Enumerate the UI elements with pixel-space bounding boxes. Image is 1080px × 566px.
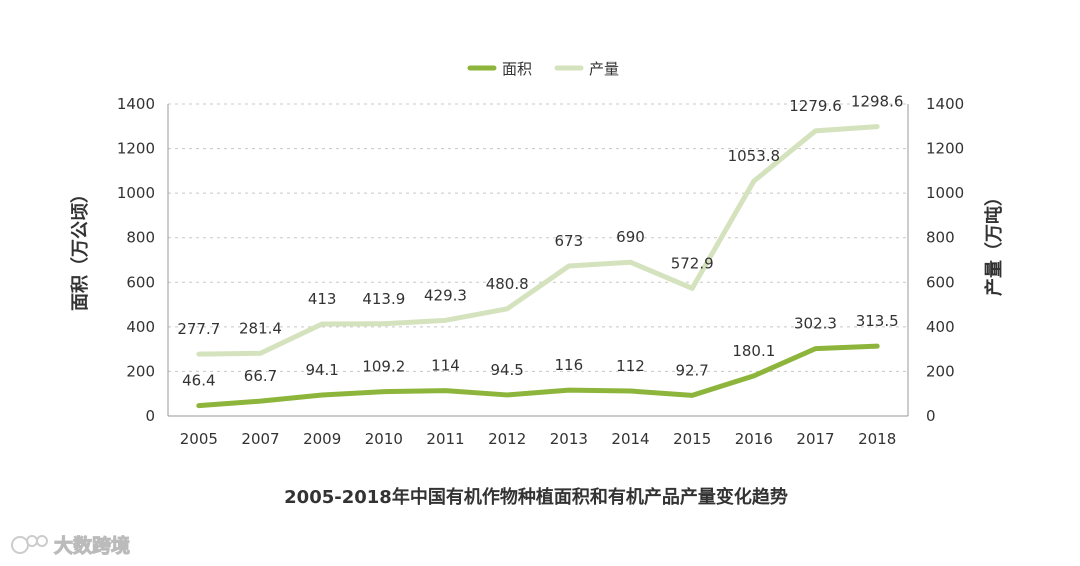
data-label: 413.9 <box>362 290 405 308</box>
y-left-tick-label: 1000 <box>117 184 155 202</box>
data-label: 180.1 <box>732 342 775 360</box>
x-tick-label: 2018 <box>858 430 896 448</box>
y-left-tick-label: 1200 <box>117 140 155 158</box>
y-right-tick-label: 400 <box>926 318 955 336</box>
y-left-tick-label: 0 <box>145 407 155 425</box>
x-axis-ticks: 2005 2007 2009 2010 2011 2012 2013 2014 2015 2016… <box>180 430 897 448</box>
x-tick-label: 2017 <box>796 430 834 448</box>
data-label: 114 <box>431 357 460 375</box>
x-tick-label: 2015 <box>673 430 711 448</box>
y-right-tick-label: 1200 <box>926 140 964 158</box>
data-label: 66.7 <box>244 367 277 385</box>
series-line-area <box>196 343 880 409</box>
data-label: 1279.6 <box>789 97 842 115</box>
data-label: 413 <box>308 290 337 308</box>
data-label: 277.7 <box>177 320 220 338</box>
data-label: 112 <box>616 357 645 375</box>
x-tick-label: 2005 <box>180 430 218 448</box>
series-lines <box>196 124 880 409</box>
y-axis-left-title: 面积（万公顷） <box>70 185 91 311</box>
x-tick-label: 2007 <box>241 430 279 448</box>
gridlines <box>167 103 909 417</box>
y-left-tick-label: 200 <box>126 362 155 380</box>
series-line-output <box>196 124 880 357</box>
y-right-tick-label: 0 <box>926 407 936 425</box>
data-label: 281.4 <box>239 319 282 337</box>
x-tick-label: 2014 <box>611 430 649 448</box>
legend-label: 面积 <box>502 60 532 78</box>
x-tick-label: 2016 <box>735 430 773 448</box>
x-tick-label: 2013 <box>550 430 588 448</box>
data-labels: 46.4 66.7 94.1 109.2 114 94.5 116 112 92.7 180.1 3… <box>177 93 903 390</box>
data-label: 480.8 <box>486 275 529 293</box>
data-label: 673 <box>555 232 584 250</box>
data-label: 94.5 <box>490 361 523 379</box>
watermark: 大数跨境 <box>11 534 131 558</box>
y-axis-left-ticks: 0 200 400 600 800 1000 1200 1400 <box>117 95 155 425</box>
data-label: 302.3 <box>794 315 837 333</box>
data-label: 1053.8 <box>728 147 781 165</box>
x-tick-label: 2012 <box>488 430 526 448</box>
x-tick-label: 2011 <box>426 430 464 448</box>
watermark-text: 大数跨境 <box>54 534 130 557</box>
data-label: 429.3 <box>424 286 467 304</box>
y-left-tick-label: 800 <box>126 229 155 247</box>
legend-label: 产量 <box>589 60 619 78</box>
y-right-tick-label: 200 <box>926 362 955 380</box>
data-label: 572.9 <box>671 254 714 272</box>
x-tick-label: 2010 <box>365 430 403 448</box>
data-label: 313.5 <box>856 312 899 330</box>
legend: 面积 产量 <box>467 60 619 78</box>
data-label: 1298.6 <box>851 93 904 111</box>
y-right-tick-label: 1000 <box>926 184 964 202</box>
data-label: 46.4 <box>182 372 215 390</box>
chart-title: 2005-2018年中国有机作物种植面积和有机产品产量变化趋势 <box>284 486 788 508</box>
x-tick-label: 2009 <box>303 430 341 448</box>
y-right-tick-label: 1400 <box>926 95 964 113</box>
watermark-logo-icon <box>11 535 48 554</box>
y-axis-right-ticks: 0 200 400 600 800 1000 1200 1400 <box>926 95 964 425</box>
y-right-tick-label: 800 <box>926 229 955 247</box>
y-left-tick-label: 600 <box>126 273 155 291</box>
y-left-tick-label: 1400 <box>117 95 155 113</box>
data-label: 109.2 <box>362 358 405 376</box>
y-right-tick-label: 600 <box>926 273 955 291</box>
data-label: 690 <box>616 228 645 246</box>
data-label: 116 <box>555 356 584 374</box>
y-left-tick-label: 400 <box>126 318 155 336</box>
data-label: 94.1 <box>305 361 338 379</box>
data-label: 92.7 <box>675 361 708 379</box>
y-axis-right-title: 产量（万吨） <box>983 188 1005 296</box>
